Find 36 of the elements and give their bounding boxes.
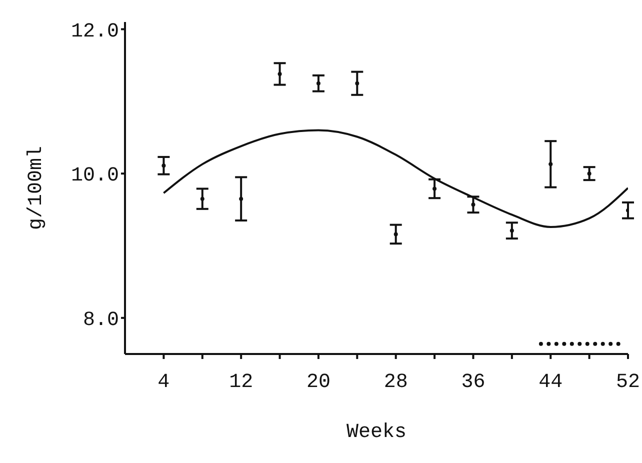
y-tick-label: 8.0 <box>82 309 119 332</box>
point <box>593 342 598 346</box>
x-tick-label: 12 <box>229 371 254 394</box>
x-tick-label: 28 <box>384 371 408 394</box>
y-tick-label: 12.0 <box>70 20 119 44</box>
point <box>162 164 166 168</box>
point <box>585 342 590 346</box>
point <box>538 342 543 346</box>
point <box>316 81 320 86</box>
point <box>587 172 592 176</box>
y-tick-label: 10.0 <box>70 164 119 188</box>
point <box>608 342 613 346</box>
point <box>578 342 582 346</box>
x-axis-title: Weeks <box>346 421 407 444</box>
x-tick-label: 44 <box>538 371 563 394</box>
y-axis-title: g/100ml <box>25 146 48 230</box>
point <box>548 162 553 166</box>
point <box>616 342 620 346</box>
point <box>200 196 204 201</box>
x-tick-label: 4 <box>158 371 170 394</box>
line-series <box>162 129 628 228</box>
point <box>278 72 282 76</box>
point <box>432 186 437 191</box>
point <box>471 202 476 207</box>
x-tick-label: 36 <box>461 371 486 394</box>
point <box>546 342 551 346</box>
point <box>510 228 514 233</box>
point <box>600 342 605 346</box>
point <box>355 81 360 86</box>
x-tick-label: 52 <box>616 371 640 394</box>
point <box>562 342 566 346</box>
point <box>239 196 244 201</box>
point <box>394 232 398 236</box>
x-tick-label: 20 <box>306 371 330 394</box>
point <box>554 342 558 346</box>
point <box>570 342 574 346</box>
